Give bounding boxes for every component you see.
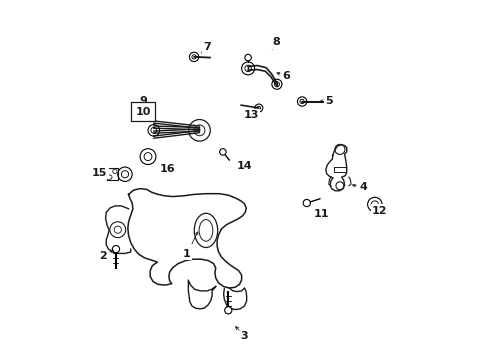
Text: 4: 4 xyxy=(359,182,366,192)
Text: 6: 6 xyxy=(282,71,290,81)
Text: 9: 9 xyxy=(139,96,146,106)
Text: 7: 7 xyxy=(203,42,210,52)
Text: 15: 15 xyxy=(92,168,107,178)
Text: 16: 16 xyxy=(159,164,175,174)
Text: 2: 2 xyxy=(99,251,107,261)
Text: 10: 10 xyxy=(135,107,150,117)
Text: 11: 11 xyxy=(313,209,329,219)
Text: 8: 8 xyxy=(271,37,279,48)
Text: 1: 1 xyxy=(183,249,190,259)
Circle shape xyxy=(219,149,225,155)
Text: 14: 14 xyxy=(236,161,252,171)
Text: 5: 5 xyxy=(325,96,332,106)
Text: 3: 3 xyxy=(240,330,248,341)
Text: 13: 13 xyxy=(243,110,258,120)
Circle shape xyxy=(303,199,310,207)
Circle shape xyxy=(224,307,231,314)
Circle shape xyxy=(244,54,251,61)
Text: 12: 12 xyxy=(371,206,386,216)
Circle shape xyxy=(112,246,120,253)
